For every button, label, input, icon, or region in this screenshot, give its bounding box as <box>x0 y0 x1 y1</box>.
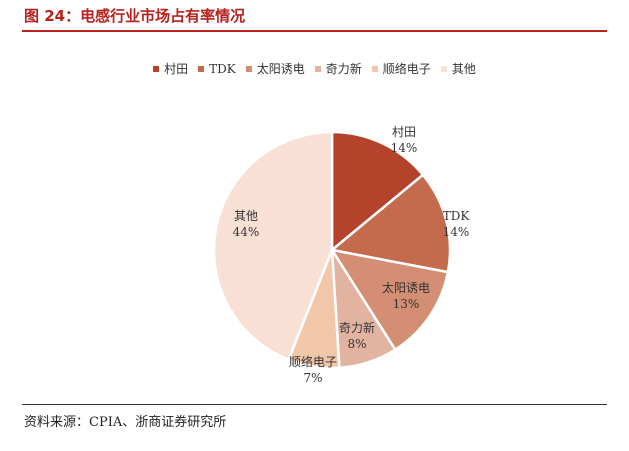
legend-item: TDK <box>198 62 236 76</box>
pie-slice <box>330 173 452 274</box>
legend-label: 太阳诱电 <box>256 62 305 76</box>
slice-category-label: 村田 <box>392 125 416 139</box>
legend-label: 村田 <box>164 62 189 76</box>
legend-swatch <box>371 65 378 72</box>
slice-value-label: 8% <box>347 337 366 351</box>
source-rule <box>22 404 607 405</box>
legend-item: 顺络电子 <box>371 60 431 77</box>
pie-slice <box>330 130 425 252</box>
legend-label: TDK <box>209 61 236 76</box>
slice-value-label: 44% <box>233 225 260 239</box>
title-rule <box>22 30 607 32</box>
figure-title: 图 24：电感行业市场占有率情况 <box>24 7 246 25</box>
slice-category-label: TDK <box>443 209 471 223</box>
legend-item: 其他 <box>440 60 476 77</box>
chart-legend: 村田 TDK 太阳诱电 奇力新 顺络电子 其他 <box>0 60 629 77</box>
legend-item: 太阳诱电 <box>245 60 305 77</box>
source-note: 资料来源：CPIA、浙商证券研究所 <box>24 415 227 430</box>
slice-category-label: 顺络电子 <box>289 354 337 369</box>
legend-swatch <box>245 65 252 72</box>
pie-slice <box>330 248 450 351</box>
legend-label: 顺络电子 <box>382 62 431 76</box>
slice-category-label: 奇力新 <box>339 320 375 335</box>
legend-label: 奇力新 <box>325 62 362 76</box>
legend-swatch <box>153 65 160 72</box>
legend-swatch <box>198 65 205 72</box>
pie-chart: 村田 14% TDK 14% 太阳诱电 13% 奇力新 8% 顺络电子 7% 其他 44% <box>212 125 471 385</box>
slice-category-label: 其他 <box>234 209 258 223</box>
slice-value-label: 7% <box>303 371 322 385</box>
slice-value-label: 14% <box>443 225 470 239</box>
legend-item: 村田 <box>153 60 188 77</box>
slice-value-label: 13% <box>393 297 420 311</box>
slice-value-label: 14% <box>391 141 418 155</box>
legend-label: 其他 <box>451 62 476 76</box>
legend-swatch <box>314 65 321 72</box>
legend-swatch <box>440 65 447 72</box>
pie-slice <box>212 130 334 361</box>
slice-category-label: 太阳诱电 <box>382 280 430 295</box>
legend-item: 奇力新 <box>314 60 362 77</box>
